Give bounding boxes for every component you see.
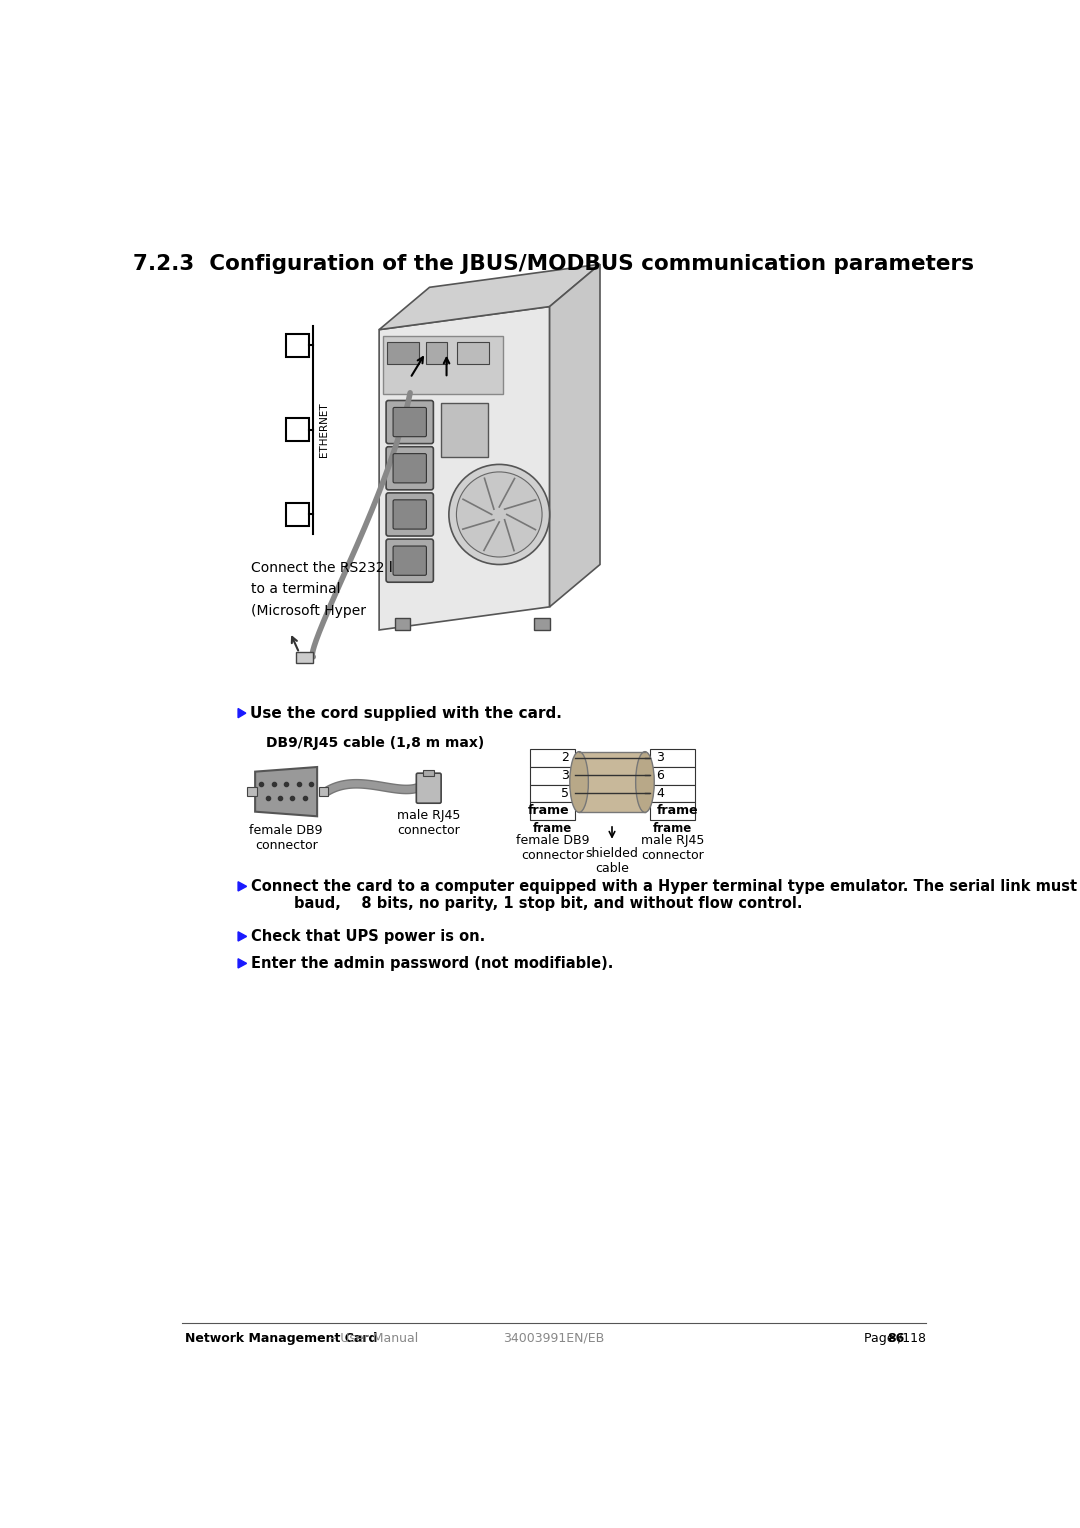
- Bar: [530, 749, 576, 767]
- FancyBboxPatch shape: [387, 446, 433, 490]
- Text: /118: /118: [899, 1332, 927, 1345]
- Text: Connect the card to a computer equipped with a Hyper terminal type emulator. The: Connect the card to a computer equipped …: [252, 879, 1080, 894]
- Text: baud,    8 bits, no parity, 1 stop bit, and without flow control.: baud, 8 bits, no parity, 1 stop bit, and…: [294, 895, 802, 911]
- Bar: [457, 342, 489, 364]
- Bar: [286, 333, 309, 356]
- Bar: [286, 503, 309, 526]
- Bar: [579, 752, 645, 813]
- Bar: [247, 787, 257, 796]
- Circle shape: [449, 465, 550, 564]
- Text: male RJ45
connector: male RJ45 connector: [397, 808, 460, 837]
- Text: Page: Page: [864, 1332, 897, 1345]
- Text: 7.2.3  Configuration of the JBUS/MODBUS communication parameters: 7.2.3 Configuration of the JBUS/MODBUS c…: [133, 254, 974, 274]
- Text: – User Manual: – User Manual: [326, 1332, 419, 1345]
- Ellipse shape: [570, 752, 589, 813]
- Text: frame: frame: [534, 822, 572, 836]
- Text: Use the cord supplied with the card.: Use the cord supplied with the card.: [251, 706, 563, 721]
- Polygon shape: [238, 882, 246, 891]
- Text: frame: frame: [657, 804, 698, 817]
- Bar: [650, 767, 696, 785]
- FancyBboxPatch shape: [416, 773, 441, 804]
- Text: shielded
cable: shielded cable: [585, 847, 638, 876]
- Text: 3: 3: [657, 752, 664, 764]
- FancyBboxPatch shape: [387, 400, 433, 443]
- Text: 2: 2: [562, 752, 569, 764]
- FancyBboxPatch shape: [383, 336, 503, 394]
- Bar: [441, 403, 488, 457]
- FancyBboxPatch shape: [387, 494, 433, 536]
- Bar: [650, 802, 696, 821]
- Bar: [530, 785, 576, 802]
- Text: DB9/RJ45 cable (1,8 m max): DB9/RJ45 cable (1,8 m max): [266, 736, 484, 750]
- Text: female DB9
connector: female DB9 connector: [249, 824, 323, 853]
- Bar: [387, 342, 419, 364]
- Text: male RJ45
connector: male RJ45 connector: [642, 834, 704, 862]
- Text: frame: frame: [653, 822, 692, 836]
- Bar: [530, 767, 576, 785]
- Text: 3: 3: [562, 769, 569, 782]
- Bar: [650, 749, 696, 767]
- Bar: [319, 787, 328, 796]
- Text: 34003991EN/EB: 34003991EN/EB: [503, 1332, 604, 1345]
- Text: female DB9
connector: female DB9 connector: [516, 834, 590, 862]
- Polygon shape: [238, 958, 246, 969]
- FancyBboxPatch shape: [393, 545, 427, 575]
- Text: Check that UPS power is on.: Check that UPS power is on.: [252, 929, 486, 944]
- Bar: [535, 619, 550, 630]
- Bar: [650, 785, 696, 802]
- Text: 86: 86: [887, 1332, 904, 1345]
- Polygon shape: [550, 264, 600, 607]
- Text: (Microsoft Hyper: (Microsoft Hyper: [252, 604, 366, 617]
- Polygon shape: [379, 307, 550, 630]
- Ellipse shape: [636, 752, 654, 813]
- Bar: [394, 619, 410, 630]
- Text: Enter the admin password (not modifiable).: Enter the admin password (not modifiable…: [252, 957, 613, 970]
- Text: to a terminal: to a terminal: [252, 582, 341, 596]
- Polygon shape: [255, 767, 318, 816]
- FancyBboxPatch shape: [393, 454, 427, 483]
- Text: ETHERNET: ETHERNET: [319, 402, 329, 457]
- Text: Network Management Card: Network Management Card: [186, 1332, 378, 1345]
- Bar: [286, 419, 309, 442]
- Text: frame: frame: [527, 804, 569, 817]
- Polygon shape: [238, 932, 246, 941]
- Polygon shape: [238, 709, 246, 718]
- FancyBboxPatch shape: [393, 500, 427, 529]
- Text: 6: 6: [657, 769, 664, 782]
- Bar: [530, 802, 576, 821]
- Polygon shape: [379, 264, 600, 330]
- Bar: [296, 651, 313, 663]
- Bar: [422, 770, 434, 776]
- Text: 5: 5: [561, 787, 569, 799]
- Bar: [426, 342, 447, 364]
- FancyBboxPatch shape: [387, 539, 433, 582]
- Text: 4: 4: [657, 787, 664, 799]
- Circle shape: [457, 472, 542, 558]
- Text: Connect the RS232 link: Connect the RS232 link: [252, 561, 414, 575]
- FancyBboxPatch shape: [393, 408, 427, 437]
